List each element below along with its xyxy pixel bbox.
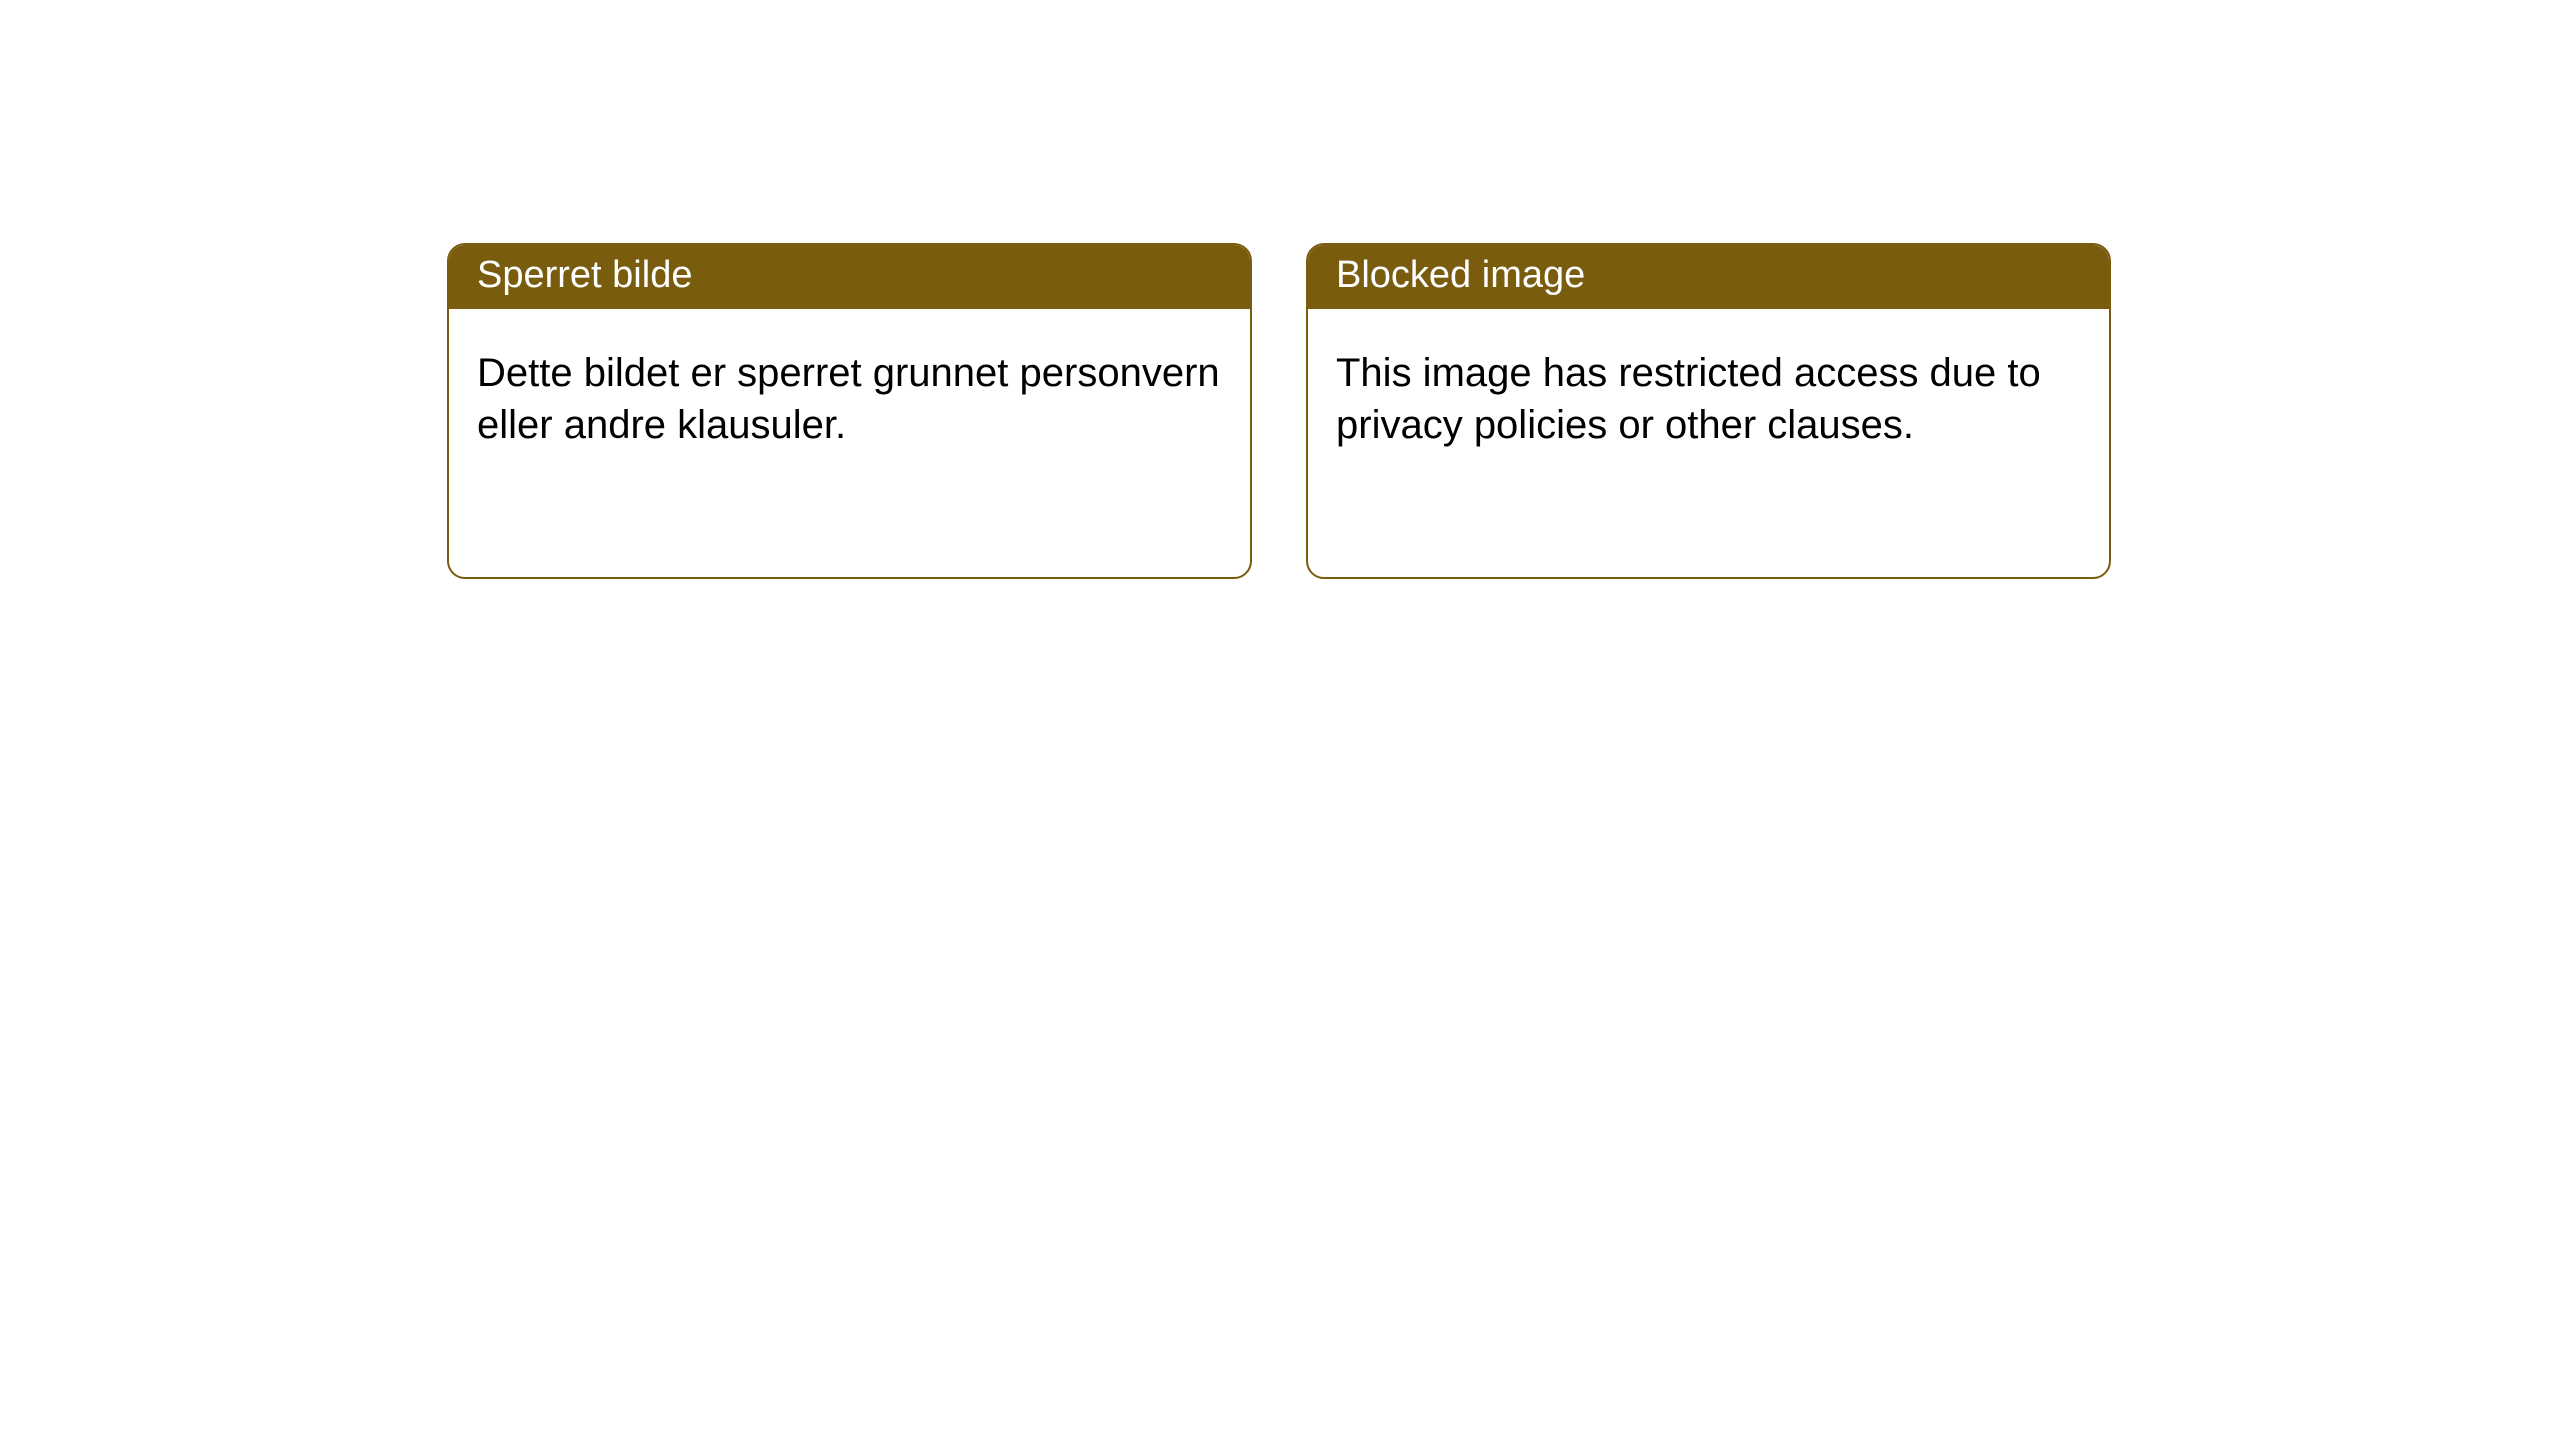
- notice-body: This image has restricted access due to …: [1308, 309, 2109, 491]
- notice-card-norwegian: Sperret bilde Dette bildet er sperret gr…: [447, 243, 1252, 579]
- notice-header: Sperret bilde: [449, 245, 1250, 309]
- notice-container: Sperret bilde Dette bildet er sperret gr…: [0, 0, 2560, 579]
- notice-card-english: Blocked image This image has restricted …: [1306, 243, 2111, 579]
- notice-header: Blocked image: [1308, 245, 2109, 309]
- notice-body: Dette bildet er sperret grunnet personve…: [449, 309, 1250, 491]
